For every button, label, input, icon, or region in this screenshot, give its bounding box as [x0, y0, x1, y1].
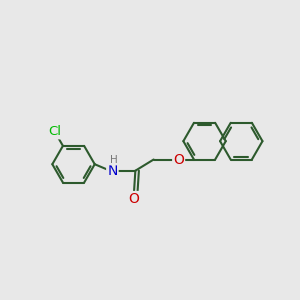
Text: Cl: Cl: [48, 125, 61, 138]
Text: N: N: [107, 164, 118, 178]
Text: O: O: [173, 152, 184, 167]
Text: H: H: [110, 154, 117, 164]
Text: O: O: [128, 192, 139, 206]
